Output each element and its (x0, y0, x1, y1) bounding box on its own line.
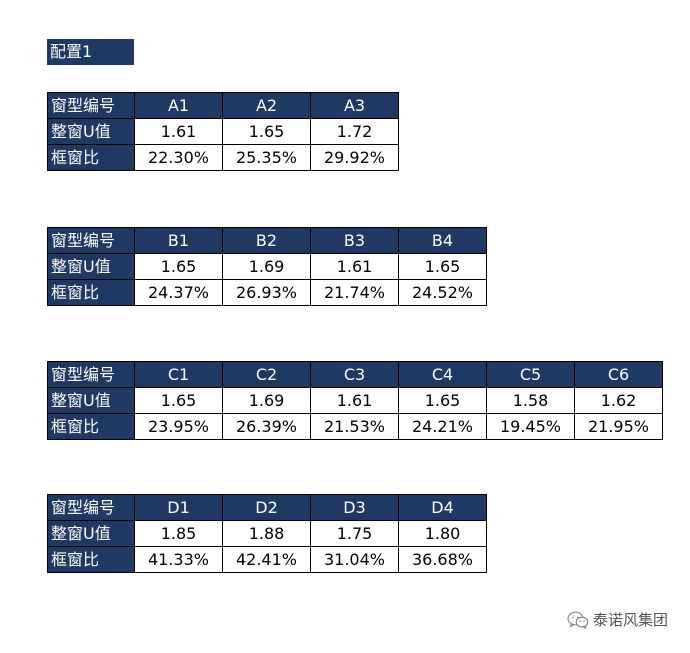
u-value-cell: 1.69 (222, 387, 311, 414)
model-cell: C5 (486, 361, 575, 388)
u-value-row: 整窗U值 1.85 1.88 1.75 1.80 (47, 520, 487, 547)
model-cell: B4 (398, 227, 487, 254)
model-cell: C2 (222, 361, 311, 388)
u-value-cell: 1.65 (222, 118, 311, 145)
frame-ratio-row: 框窗比 23.95% 26.39% 21.53% 24.21% 19.45% 2… (47, 413, 663, 440)
model-cell: B2 (222, 227, 311, 254)
frame-ratio-cell: 26.93% (222, 279, 311, 306)
model-cell: C4 (398, 361, 487, 388)
u-value-cell: 1.88 (222, 520, 311, 547)
model-cell: A3 (310, 92, 399, 119)
model-cell: B1 (134, 227, 223, 254)
u-value-cell: 1.61 (134, 118, 223, 145)
model-cell: D4 (398, 494, 487, 521)
window-spec-table-b: 窗型编号 B1 B2 B3 B4 整窗U值 1.65 1.69 1.61 1.6… (47, 227, 487, 306)
frame-ratio-cell: 24.52% (398, 279, 487, 306)
model-cell: C3 (310, 361, 399, 388)
window-spec-table-d: 窗型编号 D1 D2 D3 D4 整窗U值 1.85 1.88 1.75 1.8… (47, 494, 487, 573)
u-value-cell: 1.65 (398, 253, 487, 280)
wechat-icon (567, 611, 589, 630)
u-value-cell: 1.65 (134, 387, 223, 414)
u-value-cell: 1.61 (310, 387, 399, 414)
frame-ratio-cell: 22.30% (134, 144, 223, 171)
frame-ratio-cell: 19.45% (486, 413, 575, 440)
u-value-cell: 1.58 (486, 387, 575, 414)
u-value-cell: 1.61 (310, 253, 399, 280)
u-value-row-label: 整窗U值 (47, 253, 135, 280)
frame-ratio-cell: 23.95% (134, 413, 223, 440)
u-value-cell: 1.85 (134, 520, 223, 547)
window-spec-table-a: 窗型编号 A1 A2 A3 整窗U值 1.61 1.65 1.72 框窗比 22… (47, 92, 399, 171)
model-cell: A1 (134, 92, 223, 119)
frame-ratio-row-label: 框窗比 (47, 546, 135, 573)
frame-ratio-cell: 21.95% (574, 413, 663, 440)
u-value-row-label: 整窗U值 (47, 118, 135, 145)
model-cell: C6 (574, 361, 663, 388)
u-value-cell: 1.69 (222, 253, 311, 280)
model-cell: D1 (134, 494, 223, 521)
u-value-row-label: 整窗U值 (47, 520, 135, 547)
model-cell: D2 (222, 494, 311, 521)
frame-ratio-row-label: 框窗比 (47, 279, 135, 306)
frame-ratio-row-label: 框窗比 (47, 413, 135, 440)
model-row: 窗型编号 C1 C2 C3 C4 C5 C6 (47, 361, 663, 388)
u-value-cell: 1.62 (574, 387, 663, 414)
u-value-cell: 1.65 (398, 387, 487, 414)
model-row-label: 窗型编号 (47, 361, 135, 388)
frame-ratio-cell: 31.04% (310, 546, 399, 573)
config-title: 配置1 (47, 39, 134, 65)
model-row: 窗型编号 B1 B2 B3 B4 (47, 227, 487, 254)
u-value-cell: 1.80 (398, 520, 487, 547)
frame-ratio-cell: 21.53% (310, 413, 399, 440)
u-value-row: 整窗U值 1.65 1.69 1.61 1.65 1.58 1.62 (47, 387, 663, 414)
frame-ratio-cell: 42.41% (222, 546, 311, 573)
frame-ratio-cell: 26.39% (222, 413, 311, 440)
frame-ratio-cell: 21.74% (310, 279, 399, 306)
model-row: 窗型编号 D1 D2 D3 D4 (47, 494, 487, 521)
u-value-row: 整窗U值 1.61 1.65 1.72 (47, 118, 399, 145)
frame-ratio-cell: 24.37% (134, 279, 223, 306)
model-cell: B3 (310, 227, 399, 254)
u-value-row-label: 整窗U值 (47, 387, 135, 414)
u-value-cell: 1.72 (310, 118, 399, 145)
model-cell: C1 (134, 361, 223, 388)
window-spec-table-c: 窗型编号 C1 C2 C3 C4 C5 C6 整窗U值 1.65 1.69 1.… (47, 361, 663, 440)
u-value-cell: 1.75 (310, 520, 399, 547)
frame-ratio-cell: 25.35% (222, 144, 311, 171)
frame-ratio-row: 框窗比 22.30% 25.35% 29.92% (47, 144, 399, 171)
model-row-label: 窗型编号 (47, 227, 135, 254)
model-cell: D3 (310, 494, 399, 521)
model-cell: A2 (222, 92, 311, 119)
model-row: 窗型编号 A1 A2 A3 (47, 92, 399, 119)
watermark-text: 泰诺风集团 (592, 611, 668, 629)
frame-ratio-row: 框窗比 24.37% 26.93% 21.74% 24.52% (47, 279, 487, 306)
model-row-label: 窗型编号 (47, 92, 135, 119)
watermark: 泰诺风集团 (567, 609, 668, 630)
u-value-cell: 1.65 (134, 253, 223, 280)
frame-ratio-cell: 24.21% (398, 413, 487, 440)
frame-ratio-cell: 36.68% (398, 546, 487, 573)
frame-ratio-cell: 41.33% (134, 546, 223, 573)
frame-ratio-row: 框窗比 41.33% 42.41% 31.04% 36.68% (47, 546, 487, 573)
frame-ratio-cell: 29.92% (310, 144, 399, 171)
frame-ratio-row-label: 框窗比 (47, 144, 135, 171)
u-value-row: 整窗U值 1.65 1.69 1.61 1.65 (47, 253, 487, 280)
model-row-label: 窗型编号 (47, 494, 135, 521)
